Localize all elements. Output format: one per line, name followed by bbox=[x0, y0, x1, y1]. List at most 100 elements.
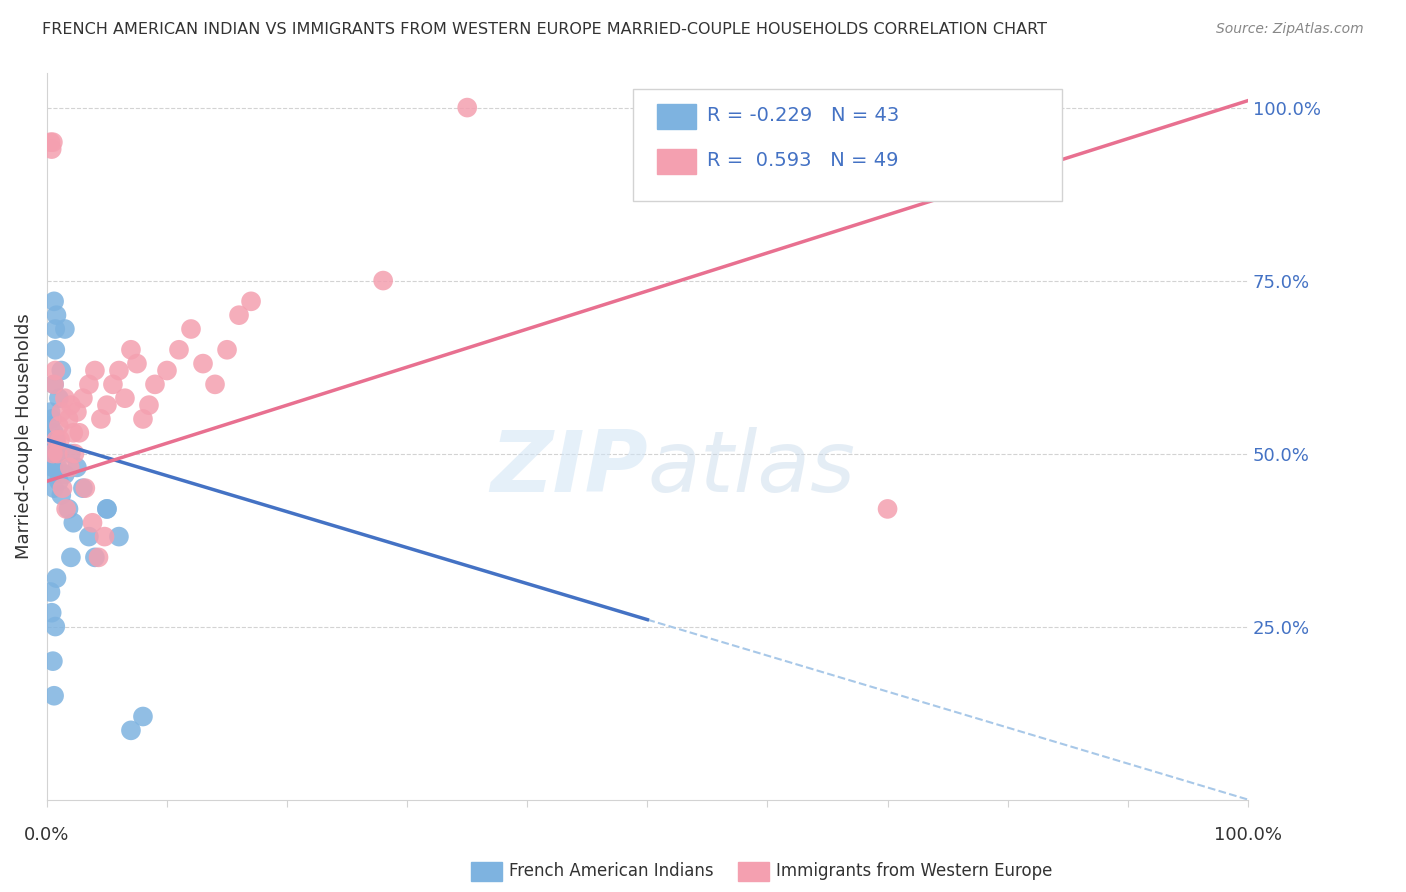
Point bbox=[42, 377, 65, 392]
Point bbox=[49, 433, 72, 447]
Point bbox=[90, 412, 112, 426]
Point bbox=[143, 377, 166, 392]
Point bbox=[72, 481, 94, 495]
Point bbox=[204, 377, 226, 392]
Point bbox=[39, 405, 62, 419]
Point bbox=[120, 723, 142, 738]
Text: 0.0%: 0.0% bbox=[24, 825, 69, 844]
Y-axis label: Married-couple Households: Married-couple Households bbox=[15, 313, 32, 559]
Point bbox=[42, 446, 65, 460]
Point bbox=[58, 502, 80, 516]
Point bbox=[63, 446, 86, 460]
Point bbox=[62, 516, 84, 530]
Point bbox=[55, 502, 77, 516]
Point bbox=[46, 460, 69, 475]
Point bbox=[42, 654, 65, 668]
Point bbox=[96, 502, 118, 516]
Point bbox=[87, 550, 110, 565]
Point bbox=[84, 550, 107, 565]
Point bbox=[93, 530, 115, 544]
Point bbox=[51, 405, 73, 419]
Point bbox=[42, 135, 65, 149]
Point bbox=[41, 412, 63, 426]
Point bbox=[77, 530, 100, 544]
Point bbox=[42, 689, 65, 703]
Point bbox=[53, 322, 76, 336]
Point bbox=[44, 619, 66, 633]
Point bbox=[46, 446, 69, 460]
Point bbox=[42, 377, 65, 392]
Point bbox=[39, 418, 62, 433]
Point bbox=[132, 412, 155, 426]
Point bbox=[53, 467, 76, 482]
Point bbox=[42, 425, 65, 440]
Point bbox=[48, 475, 70, 489]
Point bbox=[180, 322, 202, 336]
Point bbox=[51, 363, 73, 377]
Point bbox=[58, 412, 80, 426]
Point bbox=[59, 446, 82, 460]
Point bbox=[39, 440, 62, 454]
Point bbox=[45, 308, 67, 322]
Point bbox=[84, 363, 107, 377]
Text: atlas: atlas bbox=[647, 427, 855, 510]
Point bbox=[82, 516, 104, 530]
Point bbox=[96, 502, 118, 516]
Point bbox=[108, 530, 131, 544]
Text: Immigrants from Western Europe: Immigrants from Western Europe bbox=[776, 863, 1053, 880]
Point bbox=[45, 571, 67, 585]
Point bbox=[59, 550, 82, 565]
Point bbox=[66, 460, 89, 475]
Point bbox=[42, 460, 65, 475]
Point bbox=[72, 391, 94, 405]
Point bbox=[44, 433, 66, 447]
Point bbox=[96, 398, 118, 412]
Point bbox=[51, 488, 73, 502]
Point bbox=[41, 453, 63, 467]
Text: 100.0%: 100.0% bbox=[1213, 825, 1282, 844]
Point bbox=[48, 418, 70, 433]
Point bbox=[66, 405, 89, 419]
Text: R =  0.593   N = 49: R = 0.593 N = 49 bbox=[707, 151, 898, 170]
Point bbox=[876, 502, 898, 516]
Point bbox=[53, 391, 76, 405]
Point bbox=[167, 343, 190, 357]
Point bbox=[45, 446, 67, 460]
Point bbox=[48, 391, 70, 405]
Point bbox=[42, 294, 65, 309]
Point bbox=[44, 363, 66, 377]
Point bbox=[44, 343, 66, 357]
Point bbox=[191, 357, 214, 371]
Point bbox=[240, 294, 263, 309]
Point bbox=[59, 460, 82, 475]
Point bbox=[42, 446, 65, 460]
Point bbox=[39, 585, 62, 599]
Point bbox=[114, 391, 136, 405]
Text: ZIP: ZIP bbox=[489, 427, 647, 510]
Point bbox=[156, 363, 179, 377]
Point bbox=[51, 481, 73, 495]
Point bbox=[456, 101, 478, 115]
Point bbox=[62, 425, 84, 440]
Point bbox=[108, 363, 131, 377]
Point bbox=[42, 467, 65, 482]
Point bbox=[77, 377, 100, 392]
Point bbox=[42, 481, 65, 495]
Point bbox=[45, 433, 67, 447]
Point bbox=[41, 142, 63, 156]
Point bbox=[44, 322, 66, 336]
Text: Source: ZipAtlas.com: Source: ZipAtlas.com bbox=[1216, 22, 1364, 37]
Point bbox=[59, 398, 82, 412]
Text: FRENCH AMERICAN INDIAN VS IMMIGRANTS FROM WESTERN EUROPE MARRIED-COUPLE HOUSEHOL: FRENCH AMERICAN INDIAN VS IMMIGRANTS FRO… bbox=[42, 22, 1047, 37]
Point bbox=[101, 377, 124, 392]
Point bbox=[132, 709, 155, 723]
Point bbox=[39, 135, 62, 149]
Point bbox=[215, 343, 238, 357]
Point bbox=[373, 274, 395, 288]
Point bbox=[75, 481, 97, 495]
Point bbox=[228, 308, 250, 322]
Point bbox=[138, 398, 160, 412]
Point bbox=[41, 606, 63, 620]
Text: French American Indians: French American Indians bbox=[509, 863, 714, 880]
Point bbox=[125, 357, 148, 371]
